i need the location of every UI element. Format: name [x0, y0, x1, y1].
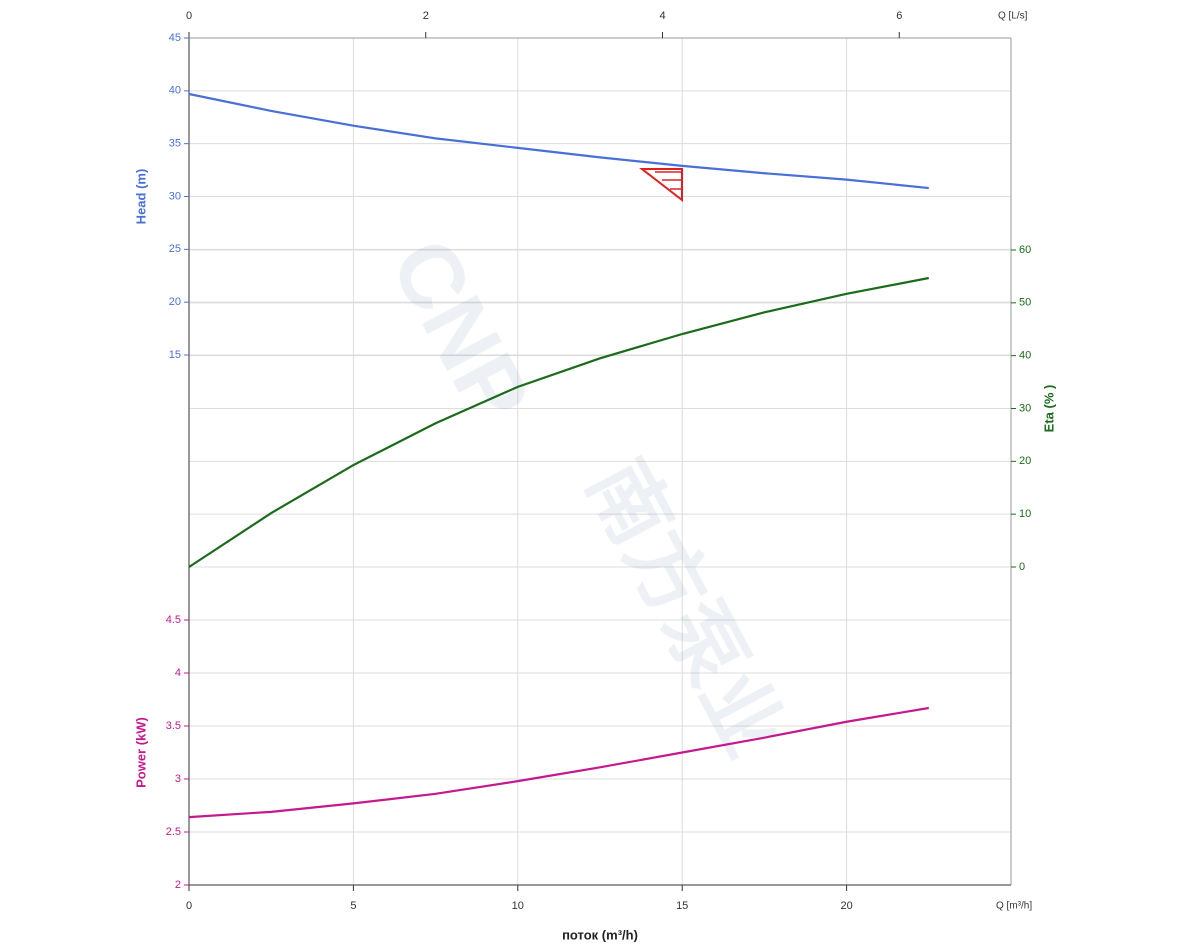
x-tick-label: 0: [186, 900, 192, 912]
y-tick-label: 30: [1019, 402, 1031, 414]
y-tick-label: 50: [1019, 297, 1031, 309]
watermark-logo: CNP: [371, 224, 549, 439]
y-tick-label: 25: [169, 243, 181, 255]
x-tick-label: 10: [512, 900, 524, 912]
y-tick-label: 20: [169, 296, 181, 308]
x-tick-label: 20: [840, 900, 852, 912]
x-unit-label: Q [m³/h]: [996, 901, 1032, 912]
x-axis-title: поток (m³/h): [562, 927, 638, 942]
y-tick-label: 3: [175, 773, 181, 785]
y-tick-label: 45: [169, 32, 181, 44]
y-tick-label: 3.5: [166, 720, 181, 732]
y-tick-label: 40: [169, 85, 181, 97]
x2-tick-label: 4: [659, 10, 665, 22]
y-axis-title: Power (kW): [133, 717, 148, 788]
y-tick-label: 60: [1019, 244, 1031, 256]
watermark-text: 南方泵业: [571, 446, 800, 770]
y-tick-label: 4.5: [166, 614, 181, 626]
curve: [188, 276, 930, 568]
y-tick-label: 15: [169, 349, 181, 361]
x2-tick-label: 2: [423, 10, 429, 22]
y-tick-label: 4: [175, 667, 181, 679]
y-axis-title: Head (m): [133, 169, 148, 225]
warning-marker: [639, 168, 683, 203]
y-tick-label: 0: [1019, 561, 1025, 573]
y-tick-label: 20: [1019, 455, 1031, 467]
watermark: CNP 南方泵业: [371, 224, 800, 771]
x-tick-label: 15: [676, 900, 688, 912]
y-tick-label: 40: [1019, 350, 1031, 362]
y-tick-label: 30: [169, 190, 181, 202]
y-axis-title: Eta (% ): [1041, 385, 1056, 433]
y-tick-label: 35: [169, 138, 181, 150]
y-tick-label: 10: [1019, 508, 1031, 520]
curve: [188, 706, 929, 819]
curve: [188, 92, 929, 190]
y-tick-label: 2.5: [166, 826, 181, 838]
x2-unit-label: Q [L/s]: [998, 11, 1028, 22]
x-tick-label: 5: [350, 900, 356, 912]
y-tick-label: 2: [175, 879, 181, 891]
x2-tick-label: 6: [896, 10, 902, 22]
x2-tick-label: 0: [186, 10, 192, 22]
